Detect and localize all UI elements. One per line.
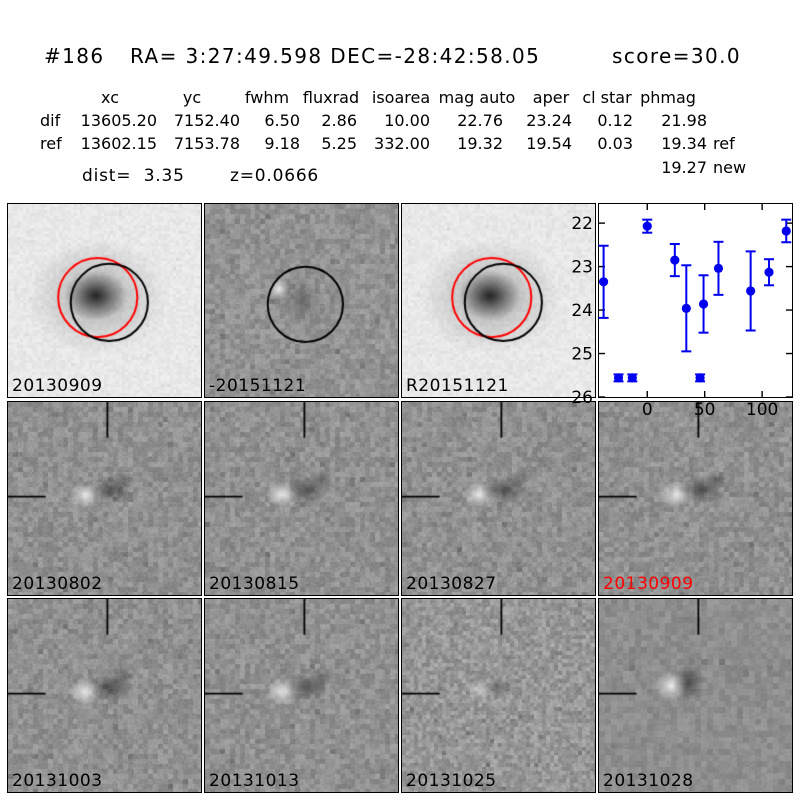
table-cell: 19.54	[526, 134, 572, 153]
y-tick-label: 24	[571, 301, 593, 321]
stamp-date-label: 20131025	[406, 771, 497, 791]
stamp-image	[402, 204, 595, 397]
column-header: fluxrad	[302, 88, 360, 107]
data-point	[627, 373, 638, 383]
table-cell: 19.34	[661, 134, 707, 153]
y-tick-label: 26	[571, 388, 593, 408]
lightcurve-plot: 0 50 100 22 23 24 25 26	[571, 203, 793, 420]
stamp-image	[599, 599, 792, 792]
stamp-image	[8, 401, 201, 595]
row-label: ref	[40, 134, 62, 153]
mag-suffix: new	[713, 158, 747, 177]
stamp-image	[599, 401, 792, 595]
column-header: isoarea	[371, 88, 431, 107]
stamp-20130802: 20130802	[7, 400, 202, 596]
data-point	[681, 264, 692, 353]
table-cell: 0.12	[597, 111, 633, 130]
stamp-image	[8, 204, 201, 397]
stamp-image	[402, 401, 595, 595]
mag-suffix: ref	[713, 134, 735, 153]
column-header: fwhm	[244, 88, 290, 107]
table-cell: 13605.20	[80, 111, 157, 130]
column-header: yc	[182, 88, 202, 107]
data-point	[613, 373, 624, 383]
x-tick-label: 100	[746, 400, 778, 420]
column-header: xc	[101, 88, 119, 107]
stamp-date-label: 20130827	[406, 573, 497, 594]
dist-value: dist= 3.35	[82, 166, 185, 186]
table-cell: 7152.40	[173, 111, 240, 130]
table-cell: 7153.78	[173, 134, 240, 153]
table-cell: 2.86	[321, 111, 357, 130]
table-cell: 19.27	[661, 158, 707, 177]
stamp-image	[205, 599, 398, 792]
stamp-image	[205, 401, 398, 595]
data-point	[695, 373, 706, 383]
stamp--20151121: -20151121	[204, 203, 399, 398]
table-row-extra: 19.27 new	[0, 158, 800, 178]
x-tick-label: 50	[694, 400, 716, 420]
stamp-date-label: R20151121	[406, 376, 509, 396]
y-tick-label: 25	[571, 345, 593, 365]
table-cell: 332.00	[374, 134, 430, 153]
stamp-date-label: 20130909	[12, 376, 103, 396]
data-point	[642, 218, 653, 234]
table-cell: 9.18	[264, 134, 300, 153]
table-row-ref: ref 13602.15 7153.78 9.18 5.25 332.00 19.32 19.…	[0, 134, 800, 154]
data-point	[745, 250, 756, 332]
table-cell: 21.98	[661, 111, 707, 130]
table-cell: 19.32	[457, 134, 503, 153]
table-cell: 6.50	[264, 111, 300, 130]
table-cell: 22.76	[457, 111, 503, 130]
table-cell: 13602.15	[80, 134, 157, 153]
column-header: phmag	[640, 88, 696, 107]
stamp-20131013: 20131013	[204, 598, 399, 793]
stamp-date-label: 20131013	[209, 771, 300, 791]
data-point	[598, 244, 609, 319]
stamp-R20151121: R20151121	[401, 203, 596, 398]
stamp-date-label: 20130815	[209, 573, 300, 594]
stamp-20131028: 20131028	[598, 598, 793, 793]
stamp-date-label: 20130802	[12, 573, 103, 594]
y-tick-label: 23	[571, 258, 593, 278]
stamp-20131025: 20131025	[401, 598, 596, 793]
stamp-20130815: 20130815	[204, 400, 399, 596]
table-header-row: xc yc fwhm fluxrad isoarea mag auto aper cl sta…	[0, 88, 800, 108]
stamp-20130909: 20130909	[7, 203, 202, 398]
column-header: mag auto	[438, 88, 516, 107]
lightcurve-svg: 0 50 100 22 23 24 25 26	[571, 204, 792, 420]
data-point	[698, 274, 709, 334]
stamp-20131003: 20131003	[7, 598, 202, 793]
table-row-dif: dif 13605.20 7152.40 6.50 2.86 10.00 22.76 23.2…	[0, 111, 800, 131]
column-header: aper	[532, 88, 570, 107]
stamp-date-label: -20151121	[209, 376, 307, 396]
redshift-value: z=0.0666	[230, 166, 320, 186]
stamp-grid: 20130909 -20151121 R20151121 0 50 100 22 23 24 25…	[7, 203, 793, 793]
stamp-20130827: 20130827	[401, 400, 596, 596]
data-point	[669, 242, 680, 278]
stamp-image	[8, 599, 201, 792]
column-header: cl star	[582, 88, 632, 107]
data-point	[764, 258, 775, 287]
stamp-image	[402, 599, 595, 792]
data-point	[781, 218, 792, 244]
x-tick-label: 0	[642, 400, 653, 420]
row-label: dif	[40, 111, 61, 130]
table-cell: 5.25	[321, 134, 357, 153]
stamp-date-label: 20130909	[603, 573, 694, 594]
candidate-id: #186	[44, 44, 105, 68]
coordinates: RA= 3:27:49.598 DEC=-28:42:58.05	[130, 44, 541, 68]
stamp-20130909: 20130909	[598, 400, 793, 596]
table-cell: 23.24	[526, 111, 572, 130]
stamp-date-label: 20131003	[12, 771, 103, 791]
table-cell: 0.03	[597, 134, 633, 153]
stamp-image	[205, 204, 398, 397]
stamp-date-label: 20131028	[603, 771, 694, 791]
data-point	[713, 240, 724, 296]
score-value: score=30.0	[612, 44, 742, 68]
table-cell: 10.00	[384, 111, 430, 130]
y-tick-label: 22	[571, 214, 593, 234]
